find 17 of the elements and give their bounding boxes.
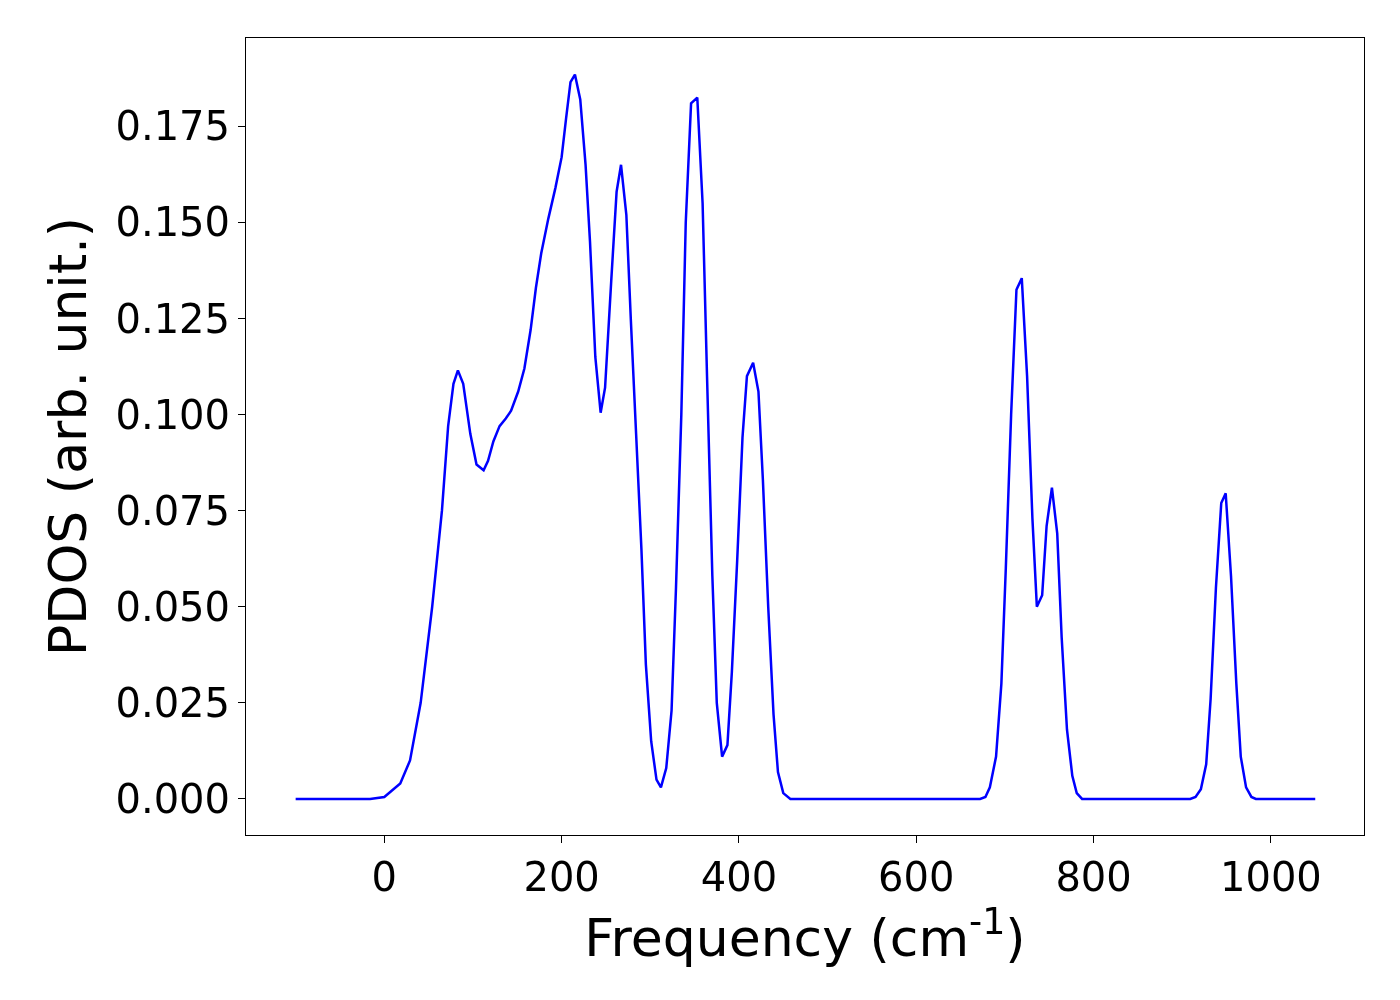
y-tick-label: 0.100 — [115, 391, 230, 438]
x-tick-label: 1000 — [1220, 854, 1322, 900]
y-tick-label: 0.075 — [115, 487, 230, 534]
line-series — [294, 73, 1317, 801]
x-tick-label: 800 — [1055, 854, 1132, 900]
y-tick-label: 0.050 — [115, 583, 230, 630]
y-tick-label: 0.000 — [115, 775, 230, 822]
x-tick-label: 600 — [878, 854, 955, 900]
y-tick-label: 0.125 — [115, 295, 230, 342]
y-tick-label: 0.150 — [115, 199, 230, 246]
x-tick-label: 200 — [523, 854, 600, 900]
x-axis-title: Frequency (cm$^{-1}$) — [584, 900, 1026, 968]
y-axis-title: PDOS (arb. unit.) — [37, 216, 98, 657]
x-tick-label: 400 — [700, 854, 778, 900]
x-tick-label: 0 — [371, 854, 398, 900]
y-tick-label: 0.175 — [115, 103, 230, 150]
y-tick-label: 0.025 — [115, 679, 230, 726]
